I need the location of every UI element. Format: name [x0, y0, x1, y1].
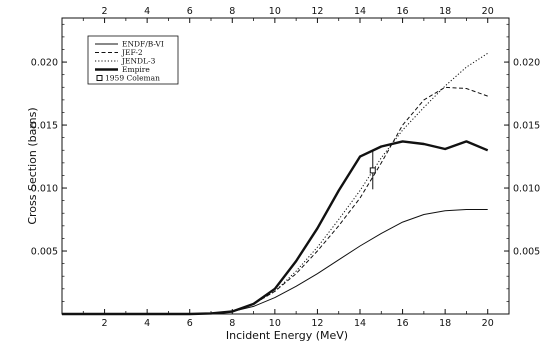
y-tick-label-left: 0.010 — [31, 184, 58, 195]
x-axis-title: Incident Energy (MeV) — [226, 329, 348, 342]
y-tick-label-right: 0.005 — [513, 247, 540, 258]
series-line-endf-b-vi — [62, 209, 488, 315]
series-layer — [62, 52, 489, 316]
y-axis-left: 0.005 0.010 0.015 0.020 — [31, 23, 67, 302]
x-tick-label-bottom: 2 — [102, 318, 108, 329]
series-line-empire — [62, 140, 489, 316]
legend-marker — [96, 75, 103, 81]
x-tick-label-bottom: 12 — [311, 318, 323, 329]
measurement-layer — [369, 151, 376, 190]
legend-label: Empire — [122, 65, 150, 74]
legend-label: 1959 Coleman — [105, 74, 160, 83]
x-tick-label-bottom: 10 — [269, 318, 281, 329]
x-tick-label-bottom: 4 — [144, 318, 150, 329]
x-tick-label-top: 6 — [187, 6, 193, 17]
x-tick-label-bottom: 16 — [397, 318, 409, 329]
x-tick-label-top: 8 — [229, 6, 235, 17]
y-axis-right: 0.005 0.010 0.015 0.020 — [504, 23, 540, 302]
legend-label: ENDF/B-VI — [122, 40, 164, 49]
x-axis-top: 2 4 6 8 10 12 14 16 18 20 — [82, 6, 510, 23]
measurement-point — [369, 167, 376, 174]
x-tick-label-bottom: 18 — [439, 318, 451, 329]
y-axis-title: Cross Section (barns) — [26, 107, 39, 224]
x-tick-label-top: 2 — [102, 6, 108, 17]
y-tick-label-left: 0.020 — [31, 58, 58, 69]
x-tick-label-top: 16 — [397, 6, 409, 17]
plot-frame — [61, 17, 510, 315]
x-tick-label-bottom: 14 — [354, 318, 366, 329]
x-tick-label-top: 18 — [439, 6, 451, 17]
legend-label: JEF-2 — [121, 48, 143, 57]
legend-label: JENDL-3 — [121, 57, 156, 66]
series-line-jendl-3 — [62, 52, 488, 315]
x-axis-bottom: 2 4 6 8 10 12 14 16 18 20 — [82, 309, 510, 329]
x-tick-label-top: 4 — [144, 6, 150, 17]
x-tick-label-top: 12 — [311, 6, 323, 17]
x-tick-label-bottom: 8 — [229, 318, 235, 329]
x-tick-label-bottom: 6 — [187, 318, 193, 329]
x-tick-label-top: 10 — [269, 6, 281, 17]
series-line-jef-2 — [62, 86, 488, 315]
y-tick-label-right: 0.020 — [513, 58, 540, 69]
y-tick-label-left: 0.005 — [31, 247, 58, 258]
x-tick-label-bottom: 20 — [482, 318, 494, 329]
y-tick-label-left: 0.015 — [31, 121, 58, 132]
y-tick-label-right: 0.010 — [513, 184, 540, 195]
x-tick-label-top: 20 — [482, 6, 494, 17]
y-tick-label-right: 0.015 — [513, 121, 540, 132]
x-tick-label-top: 14 — [354, 6, 366, 17]
